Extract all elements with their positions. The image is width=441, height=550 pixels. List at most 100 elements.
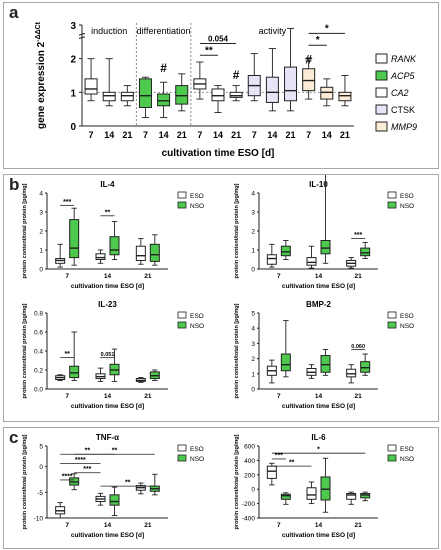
x-tick-label: 21	[144, 522, 152, 529]
box-nso-day21	[149, 234, 160, 266]
x-axis-label: cultivation time ESO [d]	[282, 532, 355, 539]
box-nso-day7	[280, 492, 291, 505]
box-eso-day14	[95, 492, 106, 506]
significance-label: ***	[83, 466, 91, 473]
box-acp5-21	[175, 73, 189, 112]
y-tick-label: 1	[39, 248, 43, 255]
x-axis-label: cultivation time ESO [d]	[282, 283, 355, 290]
box	[360, 247, 371, 257]
box-eso-day7	[266, 359, 277, 384]
box-nso-day21	[360, 353, 371, 376]
box-ca2-21	[229, 85, 243, 102]
y-tick-label: 1	[251, 248, 255, 255]
box	[280, 353, 291, 372]
x-tick-label: 21	[231, 130, 241, 140]
box	[266, 465, 277, 479]
box-ca2-7	[193, 61, 207, 100]
x-tick-label: 21	[355, 393, 363, 400]
y-tick-label: 2	[39, 229, 43, 236]
box-eso-day7	[266, 243, 277, 268]
box-mmp9-7	[302, 58, 316, 100]
box-nso-day14	[320, 349, 331, 376]
x-tick-label: 21	[177, 130, 187, 140]
y-tick-label: 3	[70, 21, 76, 32]
section-label: activity	[259, 26, 287, 36]
x-tick-label: 14	[315, 522, 323, 529]
y-tick-label: 2	[251, 356, 255, 363]
significance-label: *	[317, 447, 320, 454]
significance-label: **	[85, 448, 91, 455]
x-tick-label: 21	[355, 522, 363, 529]
box	[302, 68, 316, 92]
legend-label: RANK	[391, 54, 417, 64]
legend-swatch	[177, 444, 187, 452]
y-tick-label: -400	[242, 516, 255, 523]
box-eso-day14	[306, 245, 317, 269]
legend-swatch	[387, 444, 397, 452]
legend-swatch	[177, 454, 187, 462]
box-nso-day21	[149, 473, 160, 496]
box-eso-day14	[306, 481, 317, 505]
x-axis-label: cultivation time ESO [d]	[71, 283, 144, 290]
box	[346, 493, 357, 500]
x-axis-label: cultivation time ESO [d]	[71, 532, 144, 539]
y-tick-label: 0	[251, 487, 255, 494]
box-acp5-14	[157, 81, 171, 119]
box-nso-day14	[109, 221, 120, 260]
box-eso-day21	[346, 257, 357, 269]
x-tick-label: 7	[89, 130, 94, 140]
x-tick-label: 14	[315, 273, 323, 280]
box	[95, 253, 106, 261]
x-tick-label: 7	[252, 130, 257, 140]
box-rank-14	[102, 58, 116, 107]
significance-label: **	[112, 448, 118, 455]
legend-swatch	[387, 321, 397, 329]
legend-label: ESO	[400, 313, 414, 320]
box-mmp9-21	[338, 75, 352, 107]
x-tick-label: 21	[144, 393, 152, 400]
y-tick-label: 0.4	[34, 349, 43, 356]
y-axis-label: protein content/total protein [pg/mg]	[234, 434, 240, 529]
x-axis-label: cultivation time ESO [d]	[71, 403, 144, 410]
box-nso-day7	[69, 207, 80, 266]
box-mmp9-14	[320, 78, 334, 107]
box-rank-21	[120, 85, 134, 107]
y-tick-label: 400	[244, 458, 255, 465]
box	[157, 93, 171, 107]
box	[175, 85, 189, 105]
y-tick-label: 0.0	[34, 387, 43, 394]
legend-swatch	[177, 201, 187, 209]
gene-expression-chart: 0 1 2 3 gene expression 2-ΔΔCt induction diffe…	[35, 21, 417, 159]
legend-swatch	[177, 321, 187, 329]
box	[109, 494, 120, 506]
significance-label: **	[64, 351, 70, 358]
x-tick-label: 14	[104, 522, 112, 529]
box	[84, 78, 98, 95]
y-tick-label: 2	[70, 55, 76, 66]
x-tick-label: 14	[104, 393, 112, 400]
y-axis-label: protein content/total protein [pg/mg]	[22, 434, 28, 529]
x-tick-label: 7	[277, 393, 281, 400]
legend-label: NSO	[190, 203, 204, 210]
significance-label: 0.054	[208, 35, 229, 44]
box	[149, 243, 160, 262]
box	[138, 78, 152, 108]
box	[346, 368, 357, 378]
y-tick-label: -5	[37, 490, 43, 497]
box-nso-day21	[360, 491, 371, 502]
y-tick-label: 4	[251, 326, 255, 333]
box-eso-day14	[95, 249, 106, 264]
x-tick-label: 21	[340, 130, 350, 140]
box	[280, 245, 291, 257]
y-tick-label: 4	[251, 191, 255, 198]
section-label: induction	[91, 26, 127, 36]
x-tick-label: 14	[159, 130, 169, 140]
box-eso-day7	[55, 243, 66, 268]
box	[338, 91, 352, 102]
box	[306, 257, 317, 266]
significance-marker: #	[160, 61, 167, 75]
legend-swatch	[375, 87, 388, 98]
panel-letter: c	[9, 428, 19, 447]
legend-label: NSO	[190, 456, 204, 463]
cytokine-chart-grid: IL-4 0 1 2 3 4 protein content/total protein […	[22, 175, 414, 410]
